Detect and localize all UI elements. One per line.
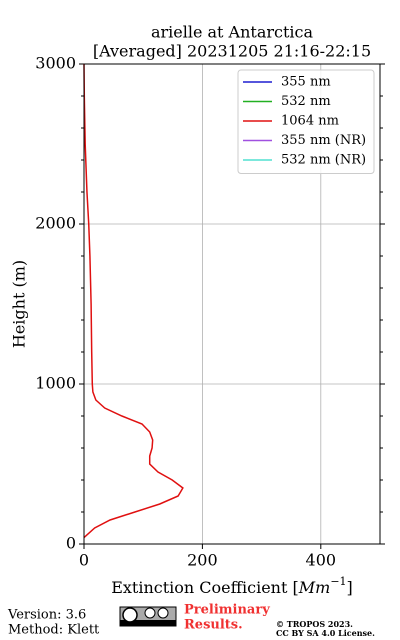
chart-subtitle: [Averaged] 20231205 21:16-22:15 — [93, 42, 371, 61]
legend-label: 1064 nm — [281, 114, 339, 129]
plot-frame — [83, 63, 381, 545]
x-label-close: ] — [347, 578, 353, 597]
y-tick-label: 2000 — [35, 214, 76, 233]
version: Version: 3.6 — [7, 608, 86, 623]
legend-label: 355 nm — [281, 75, 331, 90]
legend-box — [237, 69, 375, 174]
chart-title: arielle at Antarctica — [151, 23, 314, 42]
legend-label: 532 nm (NR) — [281, 153, 366, 168]
preliminary: Results. — [184, 618, 243, 633]
profile-line — [83, 63, 184, 539]
y-tick-label: 0 — [66, 534, 76, 553]
x-tick-label: 0 — [79, 551, 89, 570]
y-axis-label: Height (m) — [10, 260, 29, 348]
license: CC BY SA 4.0 License. — [276, 628, 375, 638]
y-tick-label: 3000 — [35, 54, 76, 73]
legend-label: 532 nm — [281, 94, 331, 109]
legend-label: 355 nm (NR) — [281, 133, 366, 148]
x-tick-label: 200 — [187, 551, 218, 570]
x-label-text: Extinction Coefficient [ — [111, 578, 299, 597]
method: Method: Klett — [8, 623, 100, 638]
x-label-exponent: −1 — [330, 575, 346, 588]
preliminary: Preliminary — [184, 603, 270, 618]
y-tick-label: 1000 — [35, 374, 76, 393]
x-label-unit: Mm — [298, 578, 331, 597]
cc-icon — [119, 606, 177, 627]
copyright: © TROPOS 2023. — [276, 619, 353, 629]
x-tick-label: 400 — [306, 551, 337, 570]
x-axis-label: Extinction Coefficient [Mm−1] — [111, 575, 353, 597]
